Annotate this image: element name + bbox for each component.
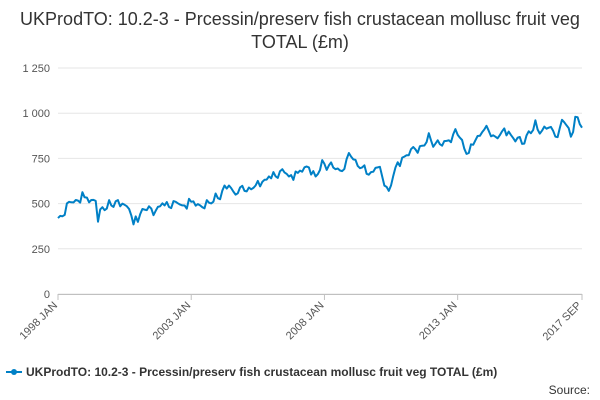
x-tick-label: 2017 SEP — [541, 300, 585, 344]
y-tick-label: 1 250 — [22, 63, 50, 75]
legend-swatch-icon — [6, 369, 22, 375]
y-tick-label: 250 — [32, 244, 50, 256]
axis-layer: 0 250 500 750 1 000 1 250 1998 JAN 2003 JAN 2008… — [17, 63, 584, 343]
series-line — [57, 115, 583, 226]
series-layer — [57, 115, 583, 226]
y-tick-label: 0 — [44, 289, 50, 301]
source-label: Source: — [548, 383, 590, 397]
x-tick-label: 2013 JAN — [417, 300, 460, 343]
x-tick-label: 2003 JAN — [151, 300, 194, 343]
legend-label: UKProdTO: 10.2-3 - Prcessin/preserv fish… — [26, 365, 498, 379]
y-tick-label: 1 000 — [22, 108, 50, 120]
x-tick-label: 1998 JAN — [17, 300, 60, 343]
legend[interactable]: UKProdTO: 10.2-3 - Prcessin/preserv fish… — [6, 365, 497, 379]
x-tick-label: 2008 JAN — [284, 300, 327, 343]
chart-title: UKProdTO: 10.2-3 - Prcessin/preserv fish… — [20, 9, 580, 52]
grid-layer — [58, 67, 582, 295]
y-tick-label: 500 — [32, 199, 50, 211]
y-tick-label: 750 — [32, 153, 50, 165]
